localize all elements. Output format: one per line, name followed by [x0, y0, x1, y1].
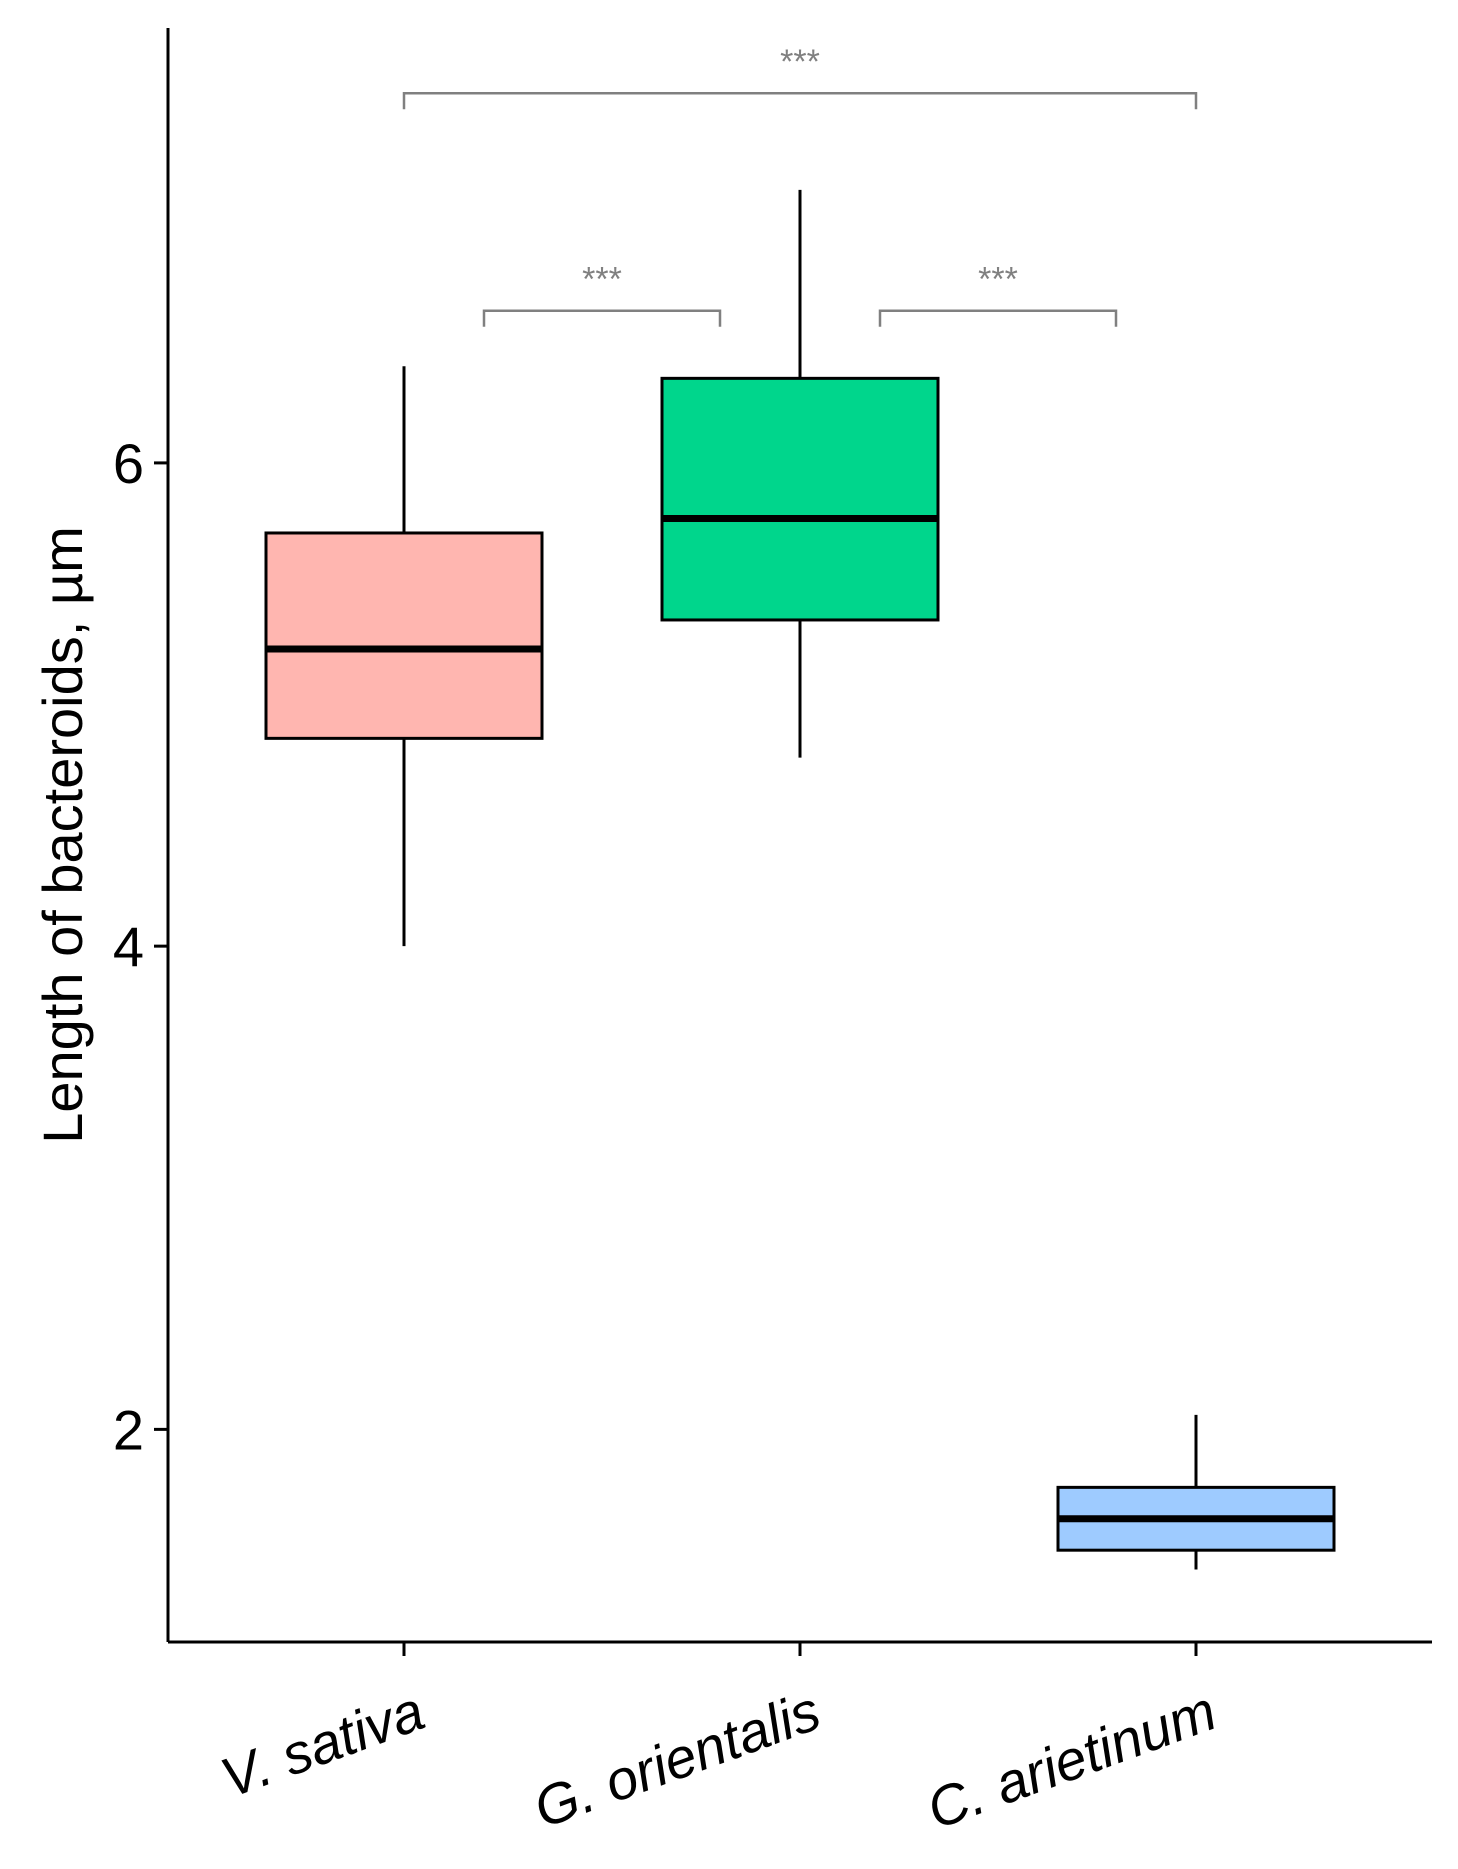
significance-label: ***	[978, 261, 1018, 299]
y-tick-label: 6	[113, 432, 144, 495]
box-iqr	[264, 531, 544, 740]
box-iqr	[660, 376, 940, 622]
bracket-line	[402, 91, 1198, 110]
box-group	[264, 366, 544, 947]
x-tick-label: G. orientalis	[526, 1678, 828, 1839]
box-group	[1056, 1414, 1336, 1570]
boxes	[264, 189, 1336, 1570]
y-tick-label: 2	[113, 1398, 144, 1461]
y-axis-title: Length of bacteroids, µm	[31, 526, 94, 1144]
bracket-line	[878, 309, 1118, 327]
axes: 2 4 6 V. sativa G. orientalis C. arietinum	[113, 28, 1432, 1841]
y-tick-label: 4	[113, 915, 144, 978]
significance-brackets: *** *** ***	[402, 43, 1198, 327]
x-tick-label: V. sativa	[213, 1678, 432, 1809]
box-group	[660, 189, 940, 758]
significance-label: ***	[780, 43, 820, 81]
significance-label: ***	[582, 261, 622, 299]
significance-bracket: ***	[878, 261, 1118, 327]
significance-bracket: ***	[402, 43, 1198, 110]
x-tick-label: C. arietinum	[919, 1678, 1224, 1840]
bracket-line	[482, 309, 722, 327]
significance-bracket: ***	[482, 261, 722, 327]
